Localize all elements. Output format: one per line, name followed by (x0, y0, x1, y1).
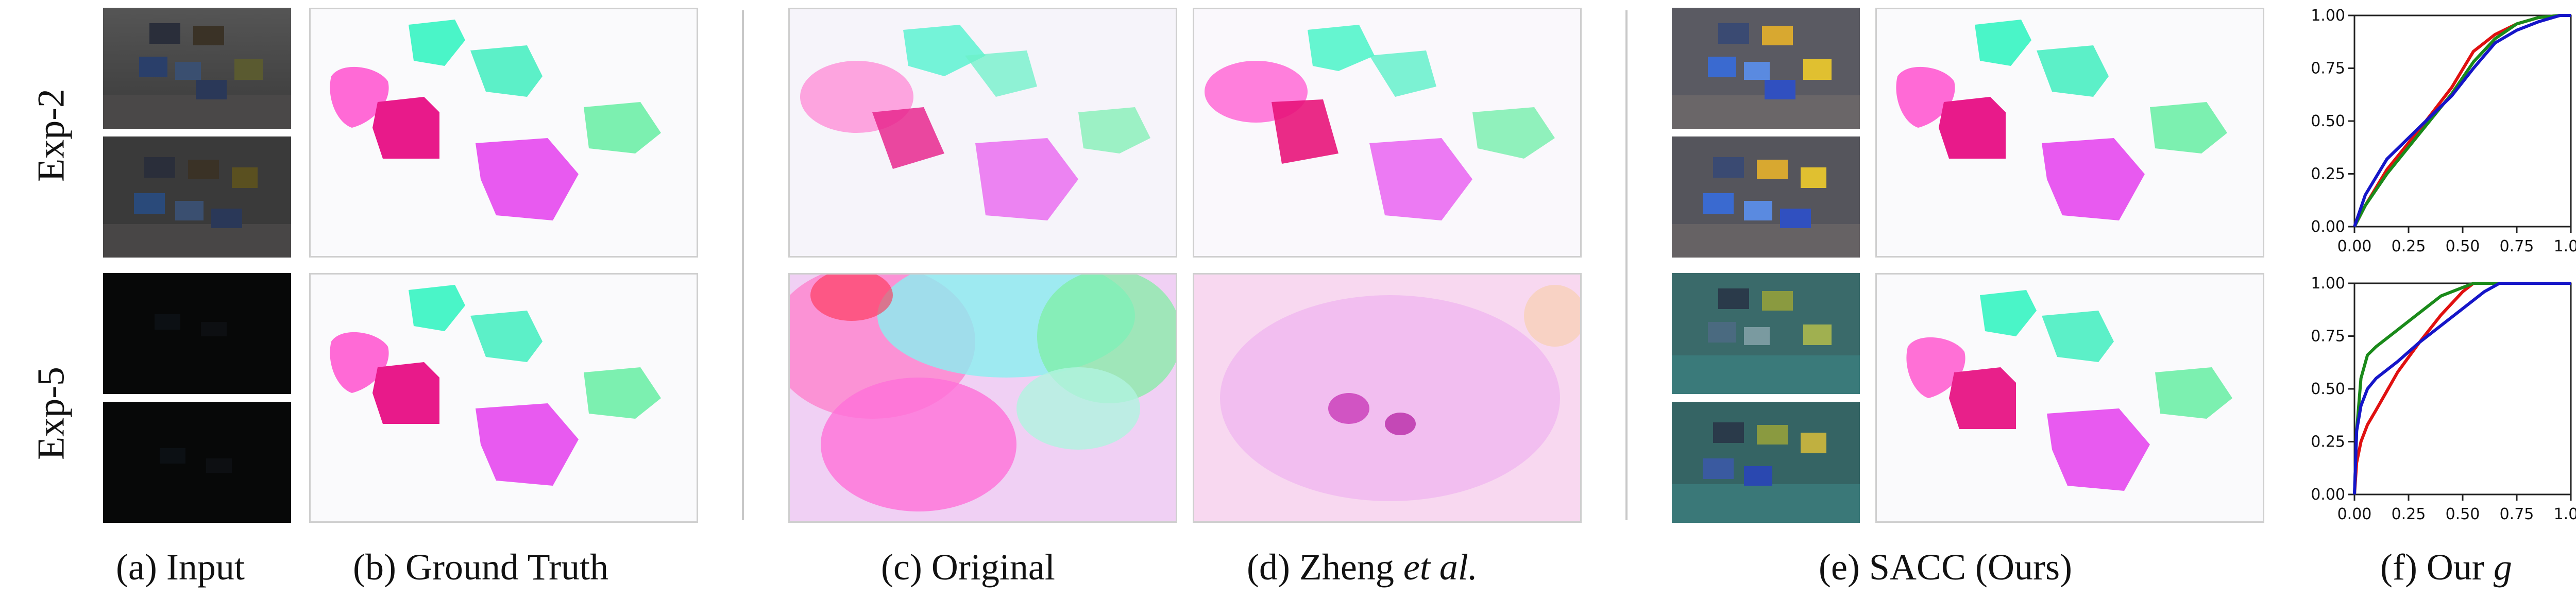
sacc-image-exp5-bottom (1672, 402, 1860, 523)
g-plot-exp5: 0.00 0.25 0.50 0.75 1.00 0.00 0.25 0.50 0.75 1.00 (2311, 275, 2576, 523)
x-tick-label: 0.00 (2337, 505, 2372, 523)
flow-blobs (1194, 275, 1580, 521)
row-label-exp2: Exp-2 (30, 89, 73, 182)
flow-blobs (790, 275, 1176, 521)
flow-blobs (1906, 290, 2232, 491)
flow-blobs (1205, 25, 1555, 220)
x-tick-label: 0.25 (2392, 505, 2426, 523)
input-image-exp5-top (103, 273, 291, 394)
y-tick-label: 0.00 (2311, 218, 2345, 236)
zheng-flow-exp2 (1193, 8, 1582, 258)
g-plot-exp2: 0.00 0.25 0.50 0.75 1.00 0.00 0.25 0.50 0.75 1.00 (2311, 7, 2576, 255)
x-tick-label: 1.00 (2554, 505, 2576, 523)
plot-frame (2353, 14, 2572, 228)
x-tick-label: 0.50 (2446, 505, 2480, 523)
original-flow-exp2 (788, 8, 1177, 258)
divider-left (742, 10, 744, 520)
input-image-exp2-bottom (103, 136, 291, 258)
sacc-image-exp2-bottom (1672, 136, 1860, 258)
sacc-flow-exp5 (1875, 273, 2264, 523)
x-tick-label: 0.50 (2446, 237, 2480, 255)
caption-f-italic: g (2493, 546, 2512, 588)
series-line-green (2353, 14, 2571, 228)
ground-truth-exp5 (309, 273, 698, 523)
caption-b: (b) Ground Truth (353, 546, 609, 588)
flow-blobs (330, 20, 661, 220)
caption-f: (f) Our g (2380, 546, 2512, 589)
x-tick-label: 1.00 (2554, 237, 2576, 255)
y-tick-label: 1.00 (2311, 7, 2345, 25)
row-label-exp5: Exp-5 (30, 367, 73, 460)
y-tick-label: 1.00 (2311, 275, 2345, 293)
caption-d-italic: et al. (1403, 546, 1478, 588)
original-flow-exp5 (788, 273, 1177, 523)
caption-c: (c) Original (881, 546, 1055, 588)
caption-e: (e) SACC (Ours) (1819, 546, 2072, 588)
y-tick-label: 0.25 (2311, 433, 2345, 451)
plot-frame (2353, 282, 2572, 496)
ground-truth-exp2 (309, 8, 698, 258)
flow-blobs (1896, 20, 2227, 220)
y-tick-label: 0.75 (2311, 328, 2345, 346)
x-tick-label: 0.75 (2500, 505, 2534, 523)
zheng-flow-exp5 (1193, 273, 1582, 523)
caption-f-text: (f) Our (2380, 546, 2494, 588)
y-tick-label: 0.50 (2311, 112, 2345, 130)
x-tick-label: 0.25 (2392, 237, 2426, 255)
y-tick-label: 0.75 (2311, 60, 2345, 78)
y-tick-label: 0.00 (2311, 486, 2345, 504)
caption-d-text: (d) Zheng (1247, 546, 1403, 588)
caption-d: (d) Zheng et al. (1247, 546, 1478, 589)
y-tick-label: 0.50 (2311, 380, 2345, 398)
x-tick-label: 0.00 (2337, 237, 2372, 255)
input-image-exp5-bottom (103, 402, 291, 523)
sacc-image-exp5-top (1672, 273, 1860, 394)
series-line-blue (2353, 282, 2571, 495)
series-line-green (2353, 282, 2571, 495)
x-tick-label: 0.75 (2500, 237, 2534, 255)
sacc-image-exp2-top (1672, 8, 1860, 129)
sacc-flow-exp2 (1875, 8, 2264, 258)
caption-a: (a) Input (116, 546, 245, 588)
flow-blobs (800, 25, 1150, 220)
divider-right (1625, 10, 1628, 520)
series-line-blue (2353, 14, 2571, 227)
flow-blobs (330, 285, 661, 486)
input-image-exp2-top (103, 8, 291, 129)
y-tick-label: 0.25 (2311, 165, 2345, 183)
